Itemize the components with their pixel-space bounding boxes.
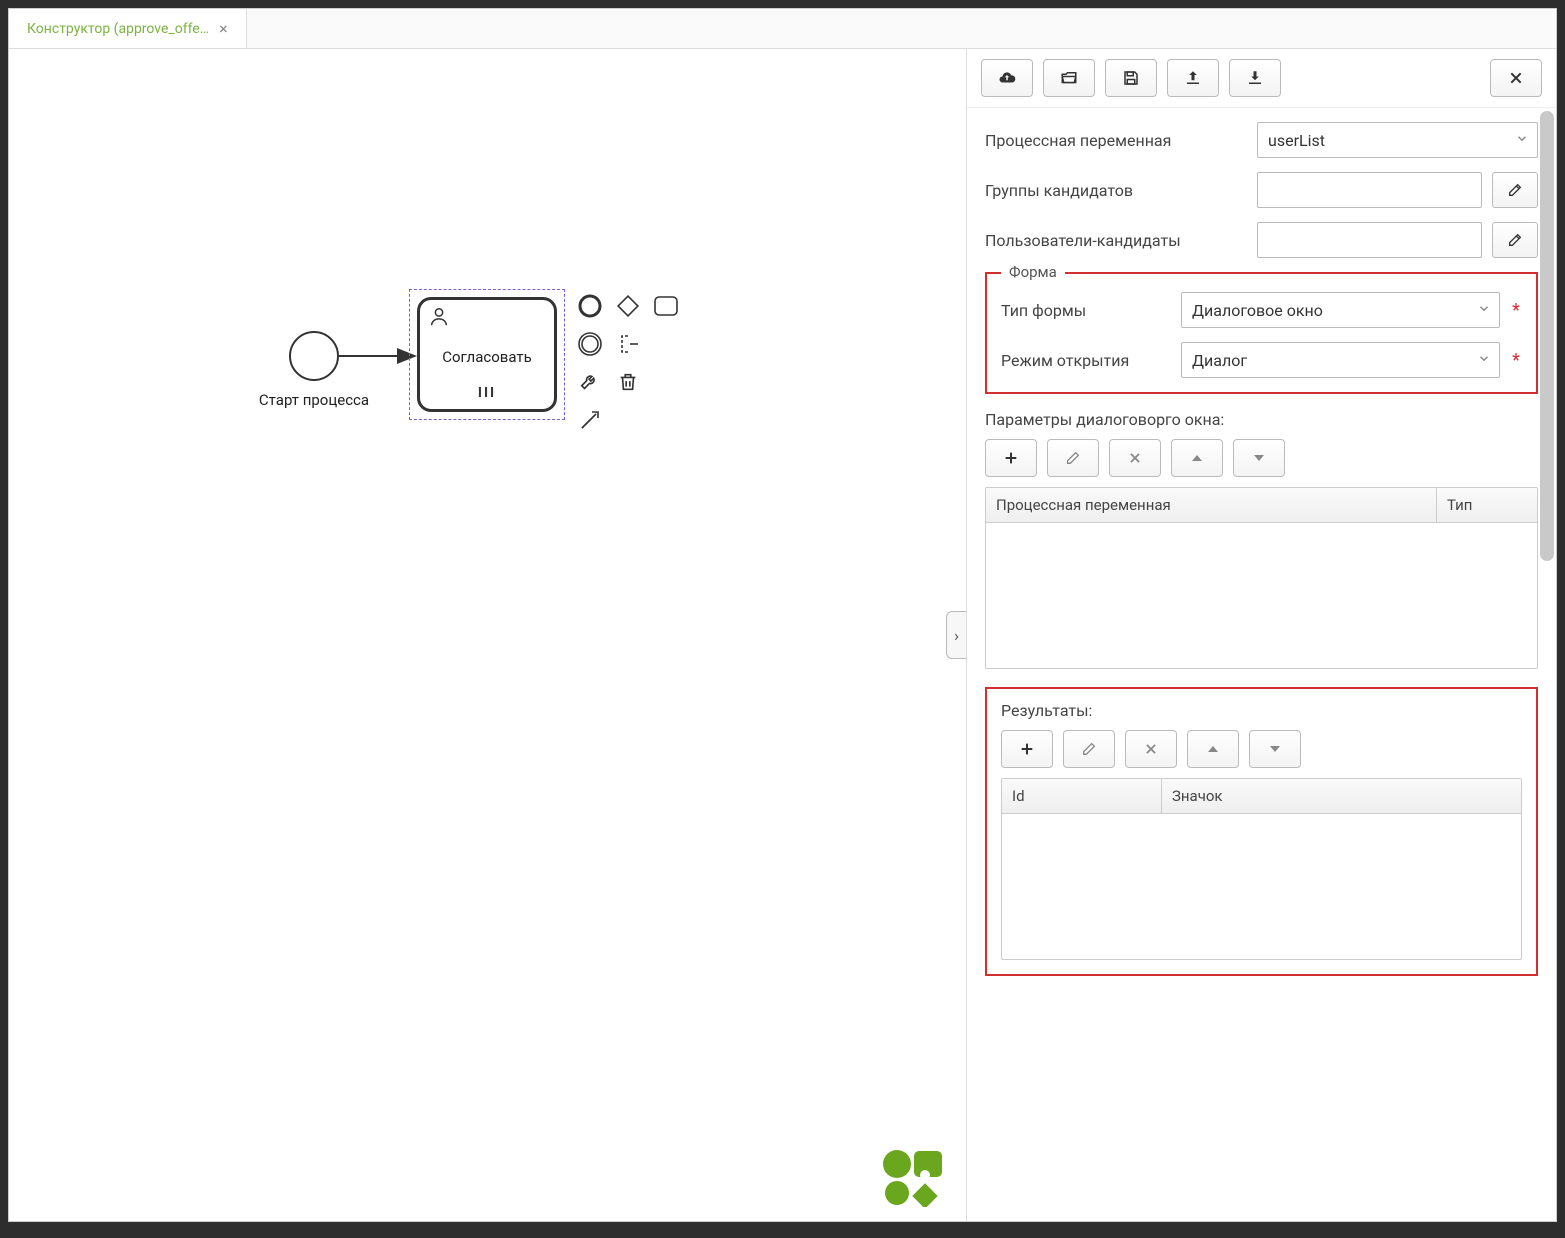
edit-param-button[interactable] (1047, 439, 1099, 477)
form-type-value: Диалоговое окно (1192, 301, 1323, 320)
params-grid[interactable]: Процессная переменная Тип (985, 487, 1538, 669)
user-task-node[interactable]: Согласовать III (417, 297, 557, 412)
add-result-button[interactable] (1001, 730, 1053, 768)
results-fieldset: Результаты: Id Значок (985, 687, 1538, 976)
panel-toolbar (967, 49, 1556, 108)
cand-groups-input[interactable] (1257, 172, 1482, 208)
cand-groups-label: Группы кандидатов (985, 181, 1247, 200)
bpmn-canvas[interactable]: Старт процесса Согласовать III (9, 49, 966, 1221)
panel-collapse-handle[interactable]: › (946, 611, 966, 659)
move-result-up-button[interactable] (1187, 730, 1239, 768)
results-grid-body (1002, 814, 1521, 958)
chevron-down-icon (1477, 351, 1491, 370)
results-toolbar (1001, 730, 1522, 768)
params-col-var: Процессная переменная (986, 488, 1437, 522)
close-icon[interactable]: × (219, 19, 228, 38)
move-down-button[interactable] (1233, 439, 1285, 477)
delete-result-button[interactable] (1125, 730, 1177, 768)
open-mode-value: Диалог (1192, 351, 1247, 370)
append-intermediate-icon[interactable] (573, 327, 607, 361)
upload-cloud-button[interactable] (981, 59, 1033, 97)
results-grid[interactable]: Id Значок (1001, 778, 1522, 960)
trash-icon[interactable] (611, 365, 645, 399)
params-col-type: Тип (1437, 488, 1537, 522)
task-label: Согласовать (442, 348, 532, 366)
append-task-icon[interactable] (649, 289, 683, 323)
params-toolbar (985, 439, 1538, 477)
chevron-down-icon (1477, 301, 1491, 320)
start-event-node[interactable] (289, 331, 339, 381)
required-marker: * (1510, 350, 1522, 371)
edit-result-button[interactable] (1063, 730, 1115, 768)
save-button[interactable] (1105, 59, 1157, 97)
results-col-id: Id (1002, 779, 1162, 813)
edit-cand-users-button[interactable] (1492, 222, 1538, 258)
open-mode-select[interactable]: Диалог (1181, 342, 1500, 378)
append-gateway-icon[interactable] (611, 289, 645, 323)
tab-bar: Конструктор (approve_offe… × (9, 9, 1556, 49)
sequence-flow[interactable] (339, 345, 419, 375)
chevron-down-icon (1515, 131, 1529, 150)
annotation-icon[interactable] (611, 327, 645, 361)
import-button[interactable] (1229, 59, 1281, 97)
connect-icon[interactable] (573, 403, 607, 437)
properties-panel: Процессная переменная userList Группы ка… (966, 49, 1556, 1221)
form-type-label: Тип формы (1001, 301, 1171, 320)
results-title: Результаты: (1001, 701, 1522, 720)
bpmn-logo-icon (882, 1149, 946, 1207)
user-icon (428, 306, 450, 332)
append-end-event-icon[interactable] (573, 289, 607, 323)
start-event-label: Старт процесса (234, 391, 394, 409)
cand-users-label: Пользователи-кандидаты (985, 231, 1247, 250)
move-up-button[interactable] (1171, 439, 1223, 477)
params-grid-body (986, 523, 1537, 667)
panel-body: Процессная переменная userList Группы ка… (967, 108, 1556, 1221)
dialog-params-title: Параметры диалоговорго окна: (985, 410, 1538, 429)
wrench-icon[interactable] (573, 365, 607, 399)
tab-constructor[interactable]: Конструктор (approve_offe… × (9, 9, 247, 48)
open-mode-label: Режим открытия (1001, 351, 1171, 370)
results-col-icon: Значок (1162, 779, 1521, 813)
edit-cand-groups-button[interactable] (1492, 172, 1538, 208)
move-result-down-button[interactable] (1249, 730, 1301, 768)
context-pad (573, 289, 683, 437)
form-type-select[interactable]: Диалоговое окно (1181, 292, 1500, 328)
form-legend: Форма (1001, 263, 1065, 281)
multi-instance-marker: III (478, 385, 496, 401)
delete-param-button[interactable] (1109, 439, 1161, 477)
scrollbar[interactable] (1540, 111, 1554, 561)
process-var-label: Процессная переменная (985, 131, 1247, 150)
export-button[interactable] (1167, 59, 1219, 97)
close-panel-button[interactable] (1490, 59, 1542, 97)
required-marker: * (1510, 300, 1522, 321)
open-button[interactable] (1043, 59, 1095, 97)
cand-users-input[interactable] (1257, 222, 1482, 258)
process-var-value: userList (1268, 131, 1325, 150)
tab-title: Конструктор (approve_offe… (27, 21, 209, 37)
form-fieldset: Форма Тип формы Диалоговое окно * Режим … (985, 272, 1538, 394)
process-var-select[interactable]: userList (1257, 122, 1538, 158)
add-param-button[interactable] (985, 439, 1037, 477)
